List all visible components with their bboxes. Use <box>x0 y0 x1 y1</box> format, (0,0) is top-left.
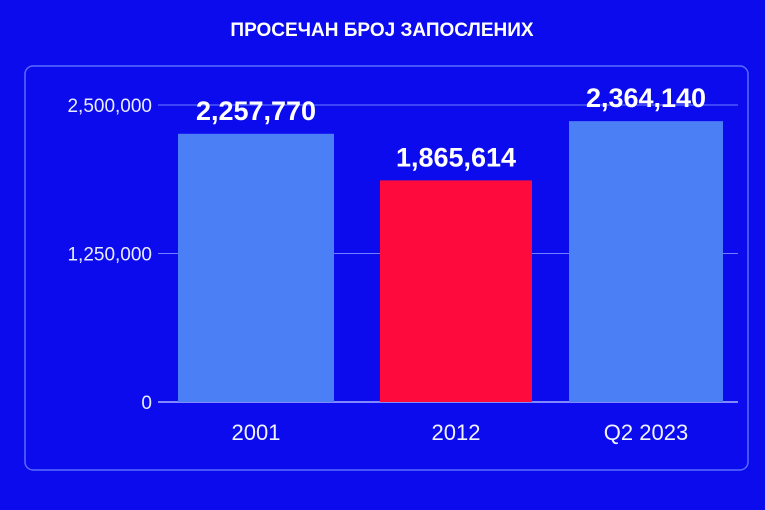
bar-2012 <box>380 180 532 402</box>
data-label: 2,257,770 <box>196 96 316 126</box>
x-tick-label: 2001 <box>232 420 281 445</box>
data-label: 1,865,614 <box>396 142 516 172</box>
x-tick-label: 2012 <box>432 420 481 445</box>
x-tick-label: Q2 2023 <box>604 420 688 445</box>
bar-2001 <box>178 133 334 402</box>
y-tick-label: 0 <box>141 393 152 414</box>
chart-panel <box>24 65 749 471</box>
y-tick-label: 1,250,000 <box>67 245 152 266</box>
data-label: 2,364,140 <box>586 83 706 113</box>
chart-title: ПРОСЕЧАН БРОЈ ЗАПОСЛЕНИХ <box>230 20 533 41</box>
bar-q2-2023 <box>569 121 723 402</box>
y-tick-label: 2,500,000 <box>67 96 152 117</box>
